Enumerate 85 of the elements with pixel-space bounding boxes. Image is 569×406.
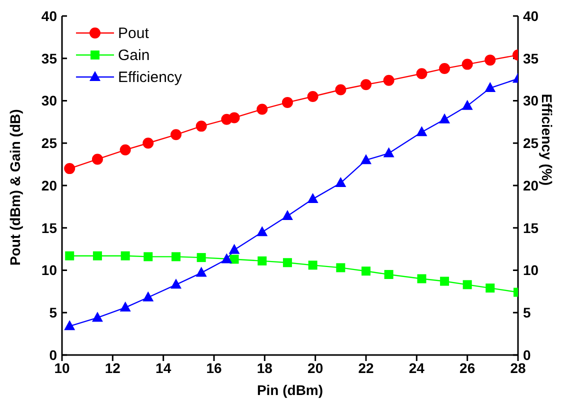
x-tick-label: 14 [156, 360, 172, 376]
point [384, 270, 394, 279]
y-tick-label: 40 [41, 8, 58, 24]
point [64, 320, 76, 330]
point [256, 104, 268, 115]
point [335, 84, 346, 96]
y-tick-label: 30 [41, 92, 58, 109]
point [282, 96, 293, 108]
point [416, 68, 428, 80]
legend-label: Efficiency [118, 68, 182, 86]
point [308, 260, 318, 270]
point [142, 138, 154, 149]
y-tick-label: 0 [49, 346, 58, 363]
y2-tick-label: 35 [523, 50, 539, 66]
point [282, 258, 292, 268]
point [383, 74, 394, 86]
y2-tick-label: 10 [523, 262, 539, 278]
y-axis-title: Pout (dBm) & Gain (dB) [6, 109, 23, 266]
point [196, 253, 206, 262]
point [120, 251, 130, 260]
y-tick-label: 25 [41, 135, 58, 152]
point [486, 284, 495, 293]
point [484, 82, 496, 92]
point [336, 263, 346, 272]
y-tick-label: 35 [41, 50, 58, 66]
point [484, 54, 496, 66]
point [142, 291, 154, 302]
point [360, 154, 372, 164]
point [230, 254, 239, 264]
point [65, 251, 74, 260]
point [462, 58, 473, 70]
y2-tick-label: 0 [523, 346, 531, 363]
x-tick-label: 26 [460, 360, 476, 376]
point [120, 302, 131, 312]
y-tick-label: 20 [41, 177, 58, 194]
point [221, 253, 232, 264]
y2-tick-label: 5 [523, 304, 531, 321]
point [170, 129, 182, 140]
y-tick-label: 5 [49, 304, 58, 321]
x-tick-label: 12 [104, 360, 121, 376]
point [282, 210, 293, 220]
point [462, 100, 473, 110]
legend-label: Gain [118, 46, 150, 64]
point [196, 266, 207, 277]
legend-label: Pout [118, 24, 149, 42]
point [335, 176, 346, 187]
y2-tick-label: 25 [523, 135, 539, 152]
point [228, 244, 240, 254]
x-tick-label: 16 [206, 360, 222, 376]
y-tick-label: 10 [41, 262, 58, 278]
point [64, 163, 76, 174]
point [228, 112, 240, 124]
y2-tick-label: 40 [523, 8, 539, 24]
point [362, 266, 370, 276]
x-axis-title: Pin (dBm) [256, 382, 324, 398]
x-tick-label: 22 [358, 360, 374, 376]
y-tick-label: 15 [41, 220, 58, 236]
x-tick-label: 24 [408, 360, 425, 376]
point [92, 251, 102, 260]
point [92, 312, 103, 322]
x-tick-label: 18 [256, 360, 273, 376]
point [258, 256, 267, 266]
point [462, 280, 472, 290]
y2-tick-label: 15 [523, 220, 539, 236]
point [383, 147, 394, 158]
point [170, 278, 182, 289]
y2-tick-label: 30 [523, 92, 539, 109]
point [416, 126, 428, 136]
point [439, 63, 450, 74]
point [439, 113, 450, 124]
point [440, 276, 450, 286]
x-tick-label: 28 [510, 360, 526, 376]
point [417, 274, 426, 284]
point [307, 91, 318, 102]
point [307, 193, 318, 204]
y2-tick-label: 20 [523, 177, 539, 194]
point [144, 252, 153, 262]
point [92, 154, 103, 165]
point [360, 79, 372, 90]
point [120, 144, 131, 156]
point [256, 226, 268, 236]
x-tick-label: 20 [308, 360, 324, 376]
point [172, 252, 180, 262]
y2-axis-title: Efficiency (%) [539, 94, 556, 186]
point [196, 120, 207, 132]
